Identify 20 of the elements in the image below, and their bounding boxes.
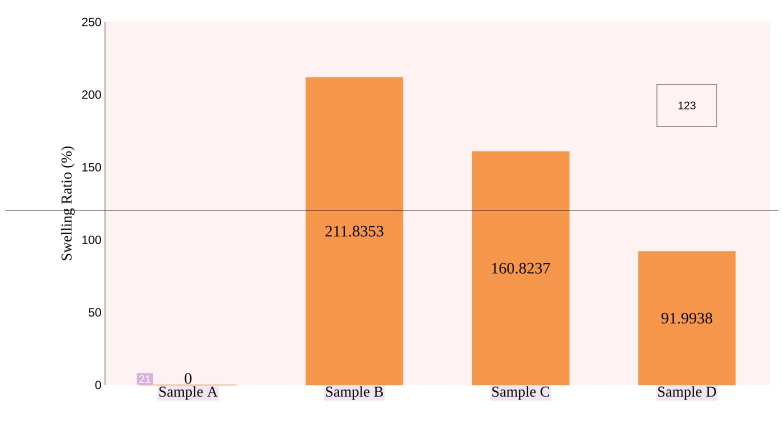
x-tick-label: Sample A (159, 386, 218, 400)
x-tick-label: Sample D (658, 386, 716, 400)
y-tick-label: 250 (82, 18, 102, 26)
data-label: 0 (184, 373, 192, 384)
bar (638, 251, 736, 386)
bar (306, 77, 404, 386)
y-tick-label: 100 (82, 236, 102, 244)
y-tick-label: 0 (95, 380, 102, 390)
y-tick-label: 50 (88, 308, 102, 317)
annotation: 21 (139, 375, 150, 383)
data-label: 91.9938 (661, 312, 712, 324)
bar (472, 151, 570, 386)
annotation: 123 (678, 102, 696, 110)
x-tick-label: Sample B (326, 386, 383, 400)
data-label: 160.8237 (492, 262, 550, 274)
x-tick-label: Sample C (492, 386, 550, 400)
data-label: 211.8353 (325, 226, 384, 237)
y-tick-label: 200 (82, 90, 102, 99)
y-tick-label: 150 (82, 162, 102, 172)
y-axis-title: Swelling Ratio (%) (61, 146, 75, 260)
